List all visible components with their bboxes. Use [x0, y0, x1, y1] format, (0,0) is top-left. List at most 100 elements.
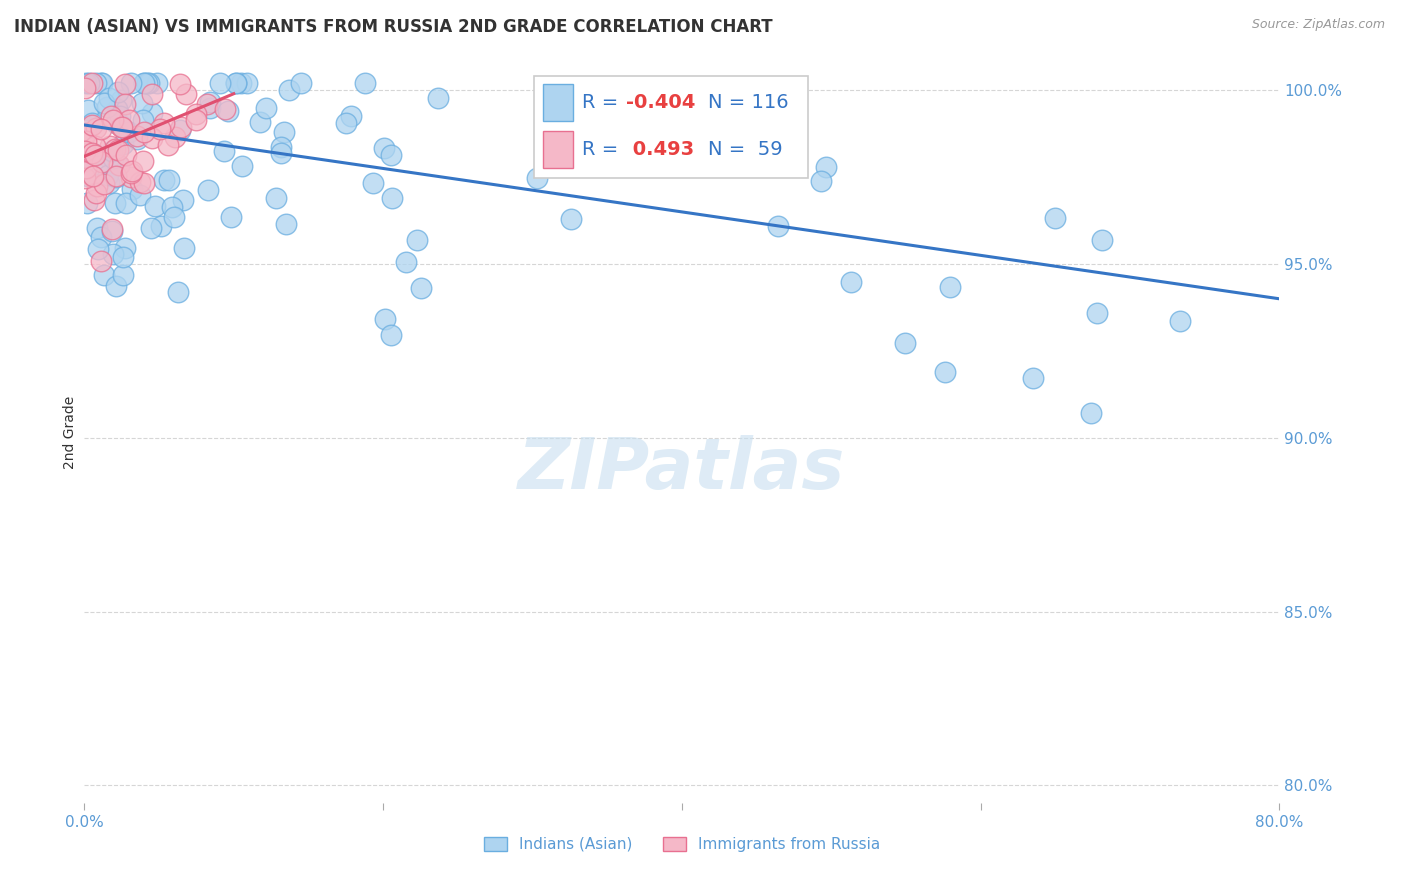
Point [141, 131, 163, 145]
Point [1085, 306, 1108, 320]
Point [170, 120, 193, 135]
Point [87, 242, 110, 256]
Point [101, 151, 124, 165]
Point [75, 128, 97, 142]
Point [526, 170, 548, 185]
Point [163, 211, 186, 225]
Point [893, 335, 915, 350]
Point [98, 139, 121, 153]
Point [143, 199, 166, 213]
Point [153, 116, 176, 130]
Point [395, 255, 418, 269]
Point [138, 76, 160, 90]
Point [165, 130, 187, 145]
Point [1080, 406, 1102, 420]
Point [75, 145, 97, 159]
Point [290, 76, 312, 90]
Point [87, 157, 110, 171]
Point [90, 229, 112, 244]
Point [132, 76, 155, 90]
Point [139, 220, 162, 235]
Point [173, 241, 195, 255]
Point [335, 116, 357, 130]
Point [141, 106, 163, 120]
Text: ZIPatlas: ZIPatlas [519, 435, 845, 504]
Point [129, 187, 152, 202]
Point [270, 140, 292, 154]
Point [82, 169, 104, 183]
Point [107, 158, 129, 172]
Point [107, 86, 129, 100]
Point [197, 183, 219, 197]
Point [810, 174, 832, 188]
Point [90, 76, 112, 90]
Point [217, 103, 239, 118]
Point [1168, 313, 1191, 327]
Point [1043, 211, 1066, 226]
Point [198, 95, 221, 110]
Point [79, 76, 101, 90]
Text: 0.493: 0.493 [626, 140, 695, 159]
Point [86, 76, 108, 90]
Point [75, 127, 97, 141]
Point [75, 171, 97, 186]
Point [101, 112, 124, 127]
Point [107, 143, 129, 157]
Point [75, 76, 97, 90]
Point [104, 142, 127, 156]
Point [84, 186, 107, 201]
Point [112, 268, 135, 282]
Point [274, 217, 297, 231]
Point [111, 120, 134, 135]
Point [83, 193, 105, 207]
Point [560, 211, 582, 226]
Text: R =: R = [582, 93, 624, 112]
Point [96, 100, 118, 114]
Text: N = 116: N = 116 [709, 93, 789, 112]
Point [76, 196, 98, 211]
Point [112, 136, 135, 151]
Point [166, 285, 188, 300]
Legend: Indians (Asian), Immigrants from Russia: Indians (Asian), Immigrants from Russia [478, 830, 886, 858]
Point [277, 83, 299, 97]
Point [105, 169, 128, 183]
Point [103, 247, 125, 261]
Point [75, 158, 97, 172]
Point [231, 76, 253, 90]
Point [115, 148, 138, 162]
Point [75, 134, 97, 148]
Point [84, 120, 107, 135]
Point [108, 109, 131, 123]
Point [101, 222, 124, 236]
Text: R =: R = [582, 140, 624, 159]
Point [80, 146, 103, 161]
Point [426, 91, 449, 105]
Point [80, 146, 103, 161]
Point [172, 193, 194, 207]
Text: INDIAN (ASIAN) VS IMMIGRANTS FROM RUSSIA 2ND GRADE CORRELATION CHART: INDIAN (ASIAN) VS IMMIGRANTS FROM RUSSIA… [14, 18, 773, 36]
Point [409, 280, 432, 294]
Point [131, 112, 153, 127]
Text: Source: ZipAtlas.com: Source: ZipAtlas.com [1251, 18, 1385, 31]
Point [118, 125, 141, 139]
Point [380, 328, 402, 343]
Point [380, 148, 402, 162]
Point [134, 76, 156, 90]
Point [148, 121, 170, 136]
Point [97, 91, 120, 105]
Point [114, 77, 136, 91]
Point [75, 81, 97, 95]
Point [91, 76, 114, 90]
Point [104, 279, 127, 293]
Point [209, 76, 232, 90]
Point [86, 221, 108, 235]
FancyBboxPatch shape [534, 76, 808, 178]
Point [1022, 371, 1045, 385]
Point [107, 158, 129, 172]
Point [80, 116, 103, 130]
Point [118, 112, 141, 127]
Point [80, 118, 103, 132]
Point [186, 106, 208, 120]
Point [115, 196, 138, 211]
Point [273, 125, 295, 139]
